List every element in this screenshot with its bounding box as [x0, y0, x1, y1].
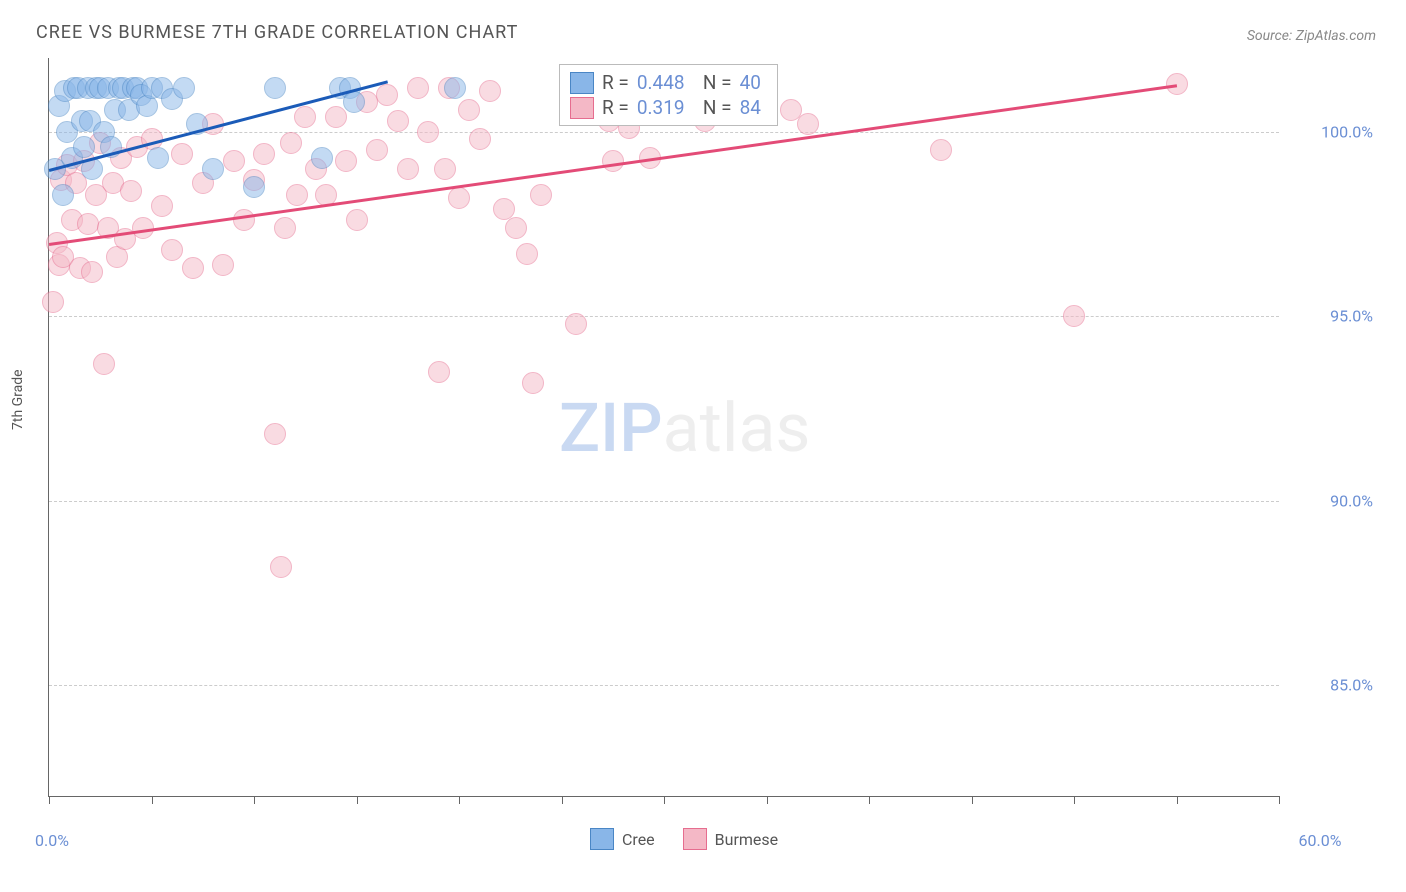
- point-burmese: [77, 213, 99, 235]
- y-tick-label: 100.0%: [1321, 122, 1373, 141]
- point-cree: [147, 147, 169, 169]
- gridline-h: [49, 316, 1279, 317]
- stats-row-burmese: R =0.319N =84: [570, 96, 761, 119]
- point-burmese: [161, 239, 183, 261]
- x-tick-min: 0.0%: [35, 831, 69, 850]
- x-tick: [767, 796, 768, 804]
- y-tick-label: 95.0%: [1330, 307, 1373, 326]
- stats-legend: R =0.448N =40R =0.319N =84: [559, 64, 778, 126]
- point-burmese: [253, 143, 275, 165]
- point-burmese: [325, 106, 347, 128]
- point-burmese: [930, 139, 952, 161]
- legend-entry-cree: Cree: [590, 828, 655, 850]
- point-burmese: [387, 110, 409, 132]
- point-burmese: [223, 150, 245, 172]
- point-burmese: [376, 84, 398, 106]
- plot-area: ZIPatlas 85.0%90.0%95.0%100.0%R =0.448N …: [48, 58, 1279, 797]
- x-tick: [152, 796, 153, 804]
- point-burmese: [151, 195, 173, 217]
- x-tick: [1177, 796, 1178, 804]
- point-cree: [173, 77, 195, 99]
- point-burmese: [280, 132, 302, 154]
- point-cree: [264, 77, 286, 99]
- point-burmese: [428, 361, 450, 383]
- swatch-cree: [590, 828, 614, 850]
- point-burmese: [407, 77, 429, 99]
- point-cree: [136, 95, 158, 117]
- gridline-h: [49, 685, 1279, 686]
- point-cree: [243, 176, 265, 198]
- x-tick: [664, 796, 665, 804]
- point-burmese: [458, 99, 480, 121]
- point-burmese: [270, 556, 292, 578]
- watermark: ZIPatlas: [559, 388, 811, 468]
- stats-row-cree: R =0.448N =40: [570, 71, 761, 94]
- swatch-cree: [570, 72, 594, 94]
- point-burmese: [1063, 305, 1085, 327]
- gridline-h: [49, 501, 1279, 502]
- point-burmese: [233, 209, 255, 231]
- point-burmese: [479, 80, 501, 102]
- point-burmese: [42, 291, 64, 313]
- chart-title: CREE VS BURMESE 7TH GRADE CORRELATION CH…: [36, 22, 518, 43]
- point-cree: [202, 158, 224, 180]
- point-burmese: [469, 128, 491, 150]
- x-tick: [1279, 796, 1280, 804]
- point-burmese: [565, 313, 587, 335]
- chart-container: CREE VS BURMESE 7TH GRADE CORRELATION CH…: [0, 0, 1406, 892]
- point-burmese: [417, 121, 439, 143]
- y-tick-label: 85.0%: [1330, 676, 1373, 695]
- source-label: Source: ZipAtlas.com: [1247, 28, 1376, 44]
- point-cree: [73, 136, 95, 158]
- point-burmese: [294, 106, 316, 128]
- point-burmese: [171, 143, 193, 165]
- x-tick: [972, 796, 973, 804]
- point-burmese: [264, 423, 286, 445]
- point-burmese: [434, 158, 456, 180]
- x-tick-max: 60.0%: [1299, 831, 1342, 850]
- point-burmese: [120, 180, 142, 202]
- swatch-burmese: [570, 97, 594, 119]
- point-burmese: [366, 139, 388, 161]
- bottom-legend: Cree Burmese: [590, 828, 778, 850]
- gridline-h: [49, 132, 1279, 133]
- legend-label-cree: Cree: [622, 830, 655, 849]
- point-burmese: [335, 150, 357, 172]
- point-burmese: [1166, 73, 1188, 95]
- point-burmese: [797, 113, 819, 135]
- point-burmese: [182, 257, 204, 279]
- x-tick: [49, 796, 50, 804]
- x-tick: [562, 796, 563, 804]
- point-cree: [311, 147, 333, 169]
- point-burmese: [81, 261, 103, 283]
- x-tick: [357, 796, 358, 804]
- point-burmese: [516, 243, 538, 265]
- legend-entry-burmese: Burmese: [683, 828, 778, 850]
- point-cree: [52, 184, 74, 206]
- x-tick: [869, 796, 870, 804]
- y-axis-label: 7th Grade: [10, 369, 26, 430]
- swatch-burmese: [683, 828, 707, 850]
- point-cree: [444, 77, 466, 99]
- point-burmese: [286, 184, 308, 206]
- y-tick-label: 90.0%: [1330, 491, 1373, 510]
- point-burmese: [212, 254, 234, 276]
- x-tick: [459, 796, 460, 804]
- point-burmese: [448, 187, 470, 209]
- point-burmese: [505, 217, 527, 239]
- x-tick: [1074, 796, 1075, 804]
- point-burmese: [274, 217, 296, 239]
- legend-label-burmese: Burmese: [715, 830, 778, 849]
- point-burmese: [346, 209, 368, 231]
- point-burmese: [602, 150, 624, 172]
- point-burmese: [522, 372, 544, 394]
- point-burmese: [530, 184, 552, 206]
- point-burmese: [397, 158, 419, 180]
- point-cree: [343, 91, 365, 113]
- point-burmese: [93, 353, 115, 375]
- x-tick: [254, 796, 255, 804]
